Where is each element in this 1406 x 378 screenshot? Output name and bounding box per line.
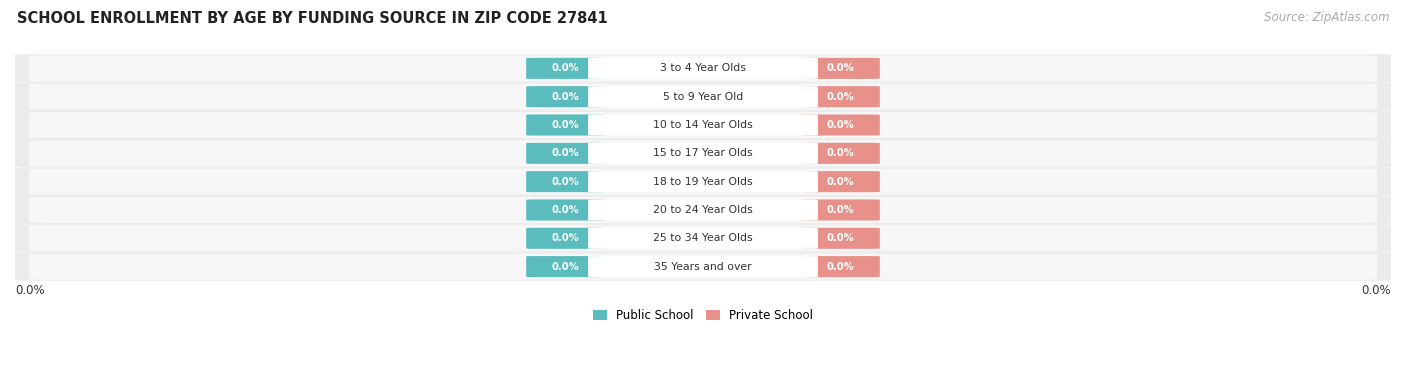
- Text: 25 to 34 Year Olds: 25 to 34 Year Olds: [654, 233, 752, 243]
- FancyBboxPatch shape: [15, 253, 1391, 281]
- FancyBboxPatch shape: [526, 200, 605, 220]
- Text: 0.0%: 0.0%: [551, 92, 579, 102]
- Text: 0.0%: 0.0%: [827, 148, 855, 158]
- Text: 0.0%: 0.0%: [827, 92, 855, 102]
- FancyBboxPatch shape: [588, 86, 818, 107]
- FancyBboxPatch shape: [801, 143, 880, 164]
- Text: 0.0%: 0.0%: [827, 177, 855, 187]
- FancyBboxPatch shape: [588, 256, 818, 277]
- FancyBboxPatch shape: [801, 171, 880, 192]
- Text: 15 to 17 Year Olds: 15 to 17 Year Olds: [654, 148, 752, 158]
- FancyBboxPatch shape: [15, 167, 1391, 196]
- FancyBboxPatch shape: [28, 169, 1378, 195]
- FancyBboxPatch shape: [28, 112, 1378, 138]
- Text: 0.0%: 0.0%: [551, 262, 579, 272]
- FancyBboxPatch shape: [15, 139, 1391, 167]
- Text: 0.0%: 0.0%: [15, 284, 45, 297]
- Text: 0.0%: 0.0%: [827, 205, 855, 215]
- FancyBboxPatch shape: [801, 58, 880, 79]
- Legend: Public School, Private School: Public School, Private School: [588, 304, 818, 327]
- FancyBboxPatch shape: [15, 54, 1391, 82]
- FancyBboxPatch shape: [801, 228, 880, 249]
- FancyBboxPatch shape: [28, 84, 1378, 110]
- Text: 0.0%: 0.0%: [827, 64, 855, 73]
- FancyBboxPatch shape: [526, 115, 605, 136]
- FancyBboxPatch shape: [15, 196, 1391, 224]
- FancyBboxPatch shape: [801, 256, 880, 277]
- FancyBboxPatch shape: [28, 55, 1378, 81]
- Text: 0.0%: 0.0%: [551, 205, 579, 215]
- FancyBboxPatch shape: [28, 140, 1378, 166]
- Text: 0.0%: 0.0%: [551, 120, 579, 130]
- FancyBboxPatch shape: [588, 200, 818, 220]
- Text: Source: ZipAtlas.com: Source: ZipAtlas.com: [1264, 11, 1389, 24]
- FancyBboxPatch shape: [526, 256, 605, 277]
- FancyBboxPatch shape: [28, 197, 1378, 223]
- FancyBboxPatch shape: [526, 58, 605, 79]
- Text: 0.0%: 0.0%: [551, 64, 579, 73]
- Text: 10 to 14 Year Olds: 10 to 14 Year Olds: [654, 120, 752, 130]
- Text: 0.0%: 0.0%: [827, 120, 855, 130]
- FancyBboxPatch shape: [526, 171, 605, 192]
- FancyBboxPatch shape: [28, 225, 1378, 251]
- Text: 0.0%: 0.0%: [551, 177, 579, 187]
- FancyBboxPatch shape: [28, 254, 1378, 280]
- Text: SCHOOL ENROLLMENT BY AGE BY FUNDING SOURCE IN ZIP CODE 27841: SCHOOL ENROLLMENT BY AGE BY FUNDING SOUR…: [17, 11, 607, 26]
- FancyBboxPatch shape: [588, 171, 818, 192]
- FancyBboxPatch shape: [588, 143, 818, 164]
- Text: 3 to 4 Year Olds: 3 to 4 Year Olds: [659, 64, 747, 73]
- FancyBboxPatch shape: [588, 115, 818, 136]
- FancyBboxPatch shape: [588, 228, 818, 249]
- Text: 18 to 19 Year Olds: 18 to 19 Year Olds: [654, 177, 752, 187]
- FancyBboxPatch shape: [526, 86, 605, 107]
- Text: 5 to 9 Year Old: 5 to 9 Year Old: [662, 92, 744, 102]
- FancyBboxPatch shape: [588, 58, 818, 79]
- FancyBboxPatch shape: [801, 200, 880, 220]
- FancyBboxPatch shape: [15, 111, 1391, 139]
- Text: 0.0%: 0.0%: [1361, 284, 1391, 297]
- Text: 0.0%: 0.0%: [551, 148, 579, 158]
- FancyBboxPatch shape: [801, 86, 880, 107]
- FancyBboxPatch shape: [15, 82, 1391, 111]
- FancyBboxPatch shape: [526, 228, 605, 249]
- Text: 0.0%: 0.0%: [827, 233, 855, 243]
- Text: 35 Years and over: 35 Years and over: [654, 262, 752, 272]
- Text: 0.0%: 0.0%: [551, 233, 579, 243]
- Text: 20 to 24 Year Olds: 20 to 24 Year Olds: [654, 205, 752, 215]
- FancyBboxPatch shape: [526, 143, 605, 164]
- FancyBboxPatch shape: [801, 115, 880, 136]
- FancyBboxPatch shape: [15, 224, 1391, 253]
- Text: 0.0%: 0.0%: [827, 262, 855, 272]
